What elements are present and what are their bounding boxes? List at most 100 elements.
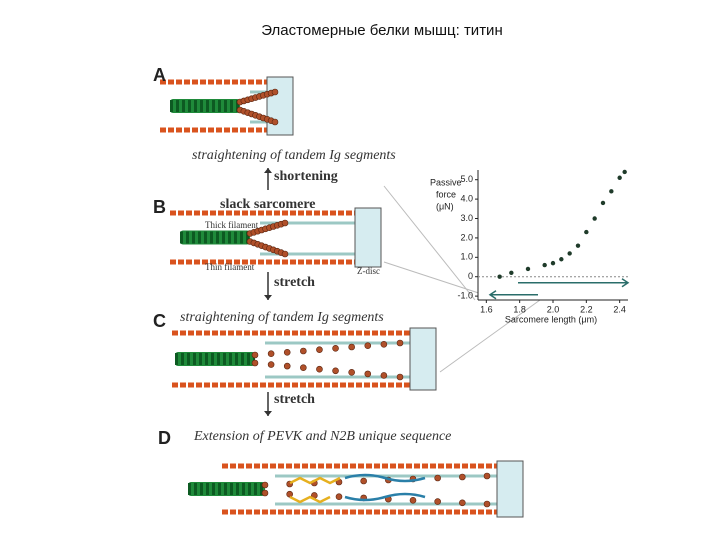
thick-label: Thick filament bbox=[205, 220, 259, 230]
pevk-segment bbox=[289, 476, 341, 485]
callout-line bbox=[439, 299, 541, 373]
arrow-head bbox=[264, 168, 272, 173]
thick-filament bbox=[170, 99, 240, 113]
ig-domain bbox=[380, 341, 388, 348]
ig-domain bbox=[283, 349, 291, 356]
callout-line bbox=[383, 185, 476, 301]
ig-domain bbox=[332, 367, 339, 375]
ig-domain bbox=[300, 347, 307, 355]
zdisc-label: Z-disc bbox=[357, 266, 380, 276]
arrow-label: stretch bbox=[274, 392, 315, 407]
y-tick-label: 1.0 bbox=[460, 252, 473, 262]
ig-domain bbox=[251, 359, 259, 367]
data-point bbox=[600, 200, 606, 206]
slide-title: Эластомерные белки мышц: титин bbox=[261, 22, 502, 39]
panel-caption: straightening of tandem Ig segments bbox=[192, 148, 396, 163]
data-point bbox=[575, 243, 581, 248]
data-point bbox=[584, 229, 589, 235]
ig-domain bbox=[271, 118, 279, 126]
ig-domain bbox=[281, 219, 289, 227]
z-disc bbox=[354, 207, 382, 268]
y-axis-label: (μN) bbox=[436, 201, 454, 211]
ig-domain bbox=[316, 365, 323, 373]
ig-domain bbox=[267, 350, 275, 357]
chart-bg bbox=[478, 170, 628, 300]
ig-domain bbox=[251, 351, 259, 359]
data-point bbox=[567, 251, 572, 256]
panel-letter: A bbox=[153, 65, 166, 85]
data-point bbox=[542, 262, 547, 268]
y-tick-label: 4.0 bbox=[460, 193, 473, 203]
y-axis-label: force bbox=[436, 189, 456, 199]
data-point bbox=[525, 266, 531, 272]
y-tick-label: 5.0 bbox=[460, 174, 473, 184]
ig-domain bbox=[459, 499, 466, 507]
n2b-segment bbox=[344, 492, 426, 502]
x-tick-label: 2.0 bbox=[547, 304, 560, 314]
ig-domain bbox=[409, 497, 417, 504]
panel-caption: straightening of tandem Ig segments bbox=[180, 310, 384, 325]
ig-domain bbox=[261, 489, 269, 497]
pevk-segment bbox=[289, 495, 331, 504]
y-axis-label: Passive bbox=[430, 177, 462, 187]
ig-domain bbox=[483, 500, 491, 508]
ig-domain bbox=[267, 361, 275, 368]
ig-domain bbox=[364, 342, 372, 349]
y-tick-label: 0 bbox=[468, 271, 473, 281]
x-axis-label: Sarcomere length (μm) bbox=[505, 314, 597, 324]
arrow-head bbox=[264, 411, 272, 416]
data-point bbox=[509, 270, 514, 276]
ig-domain bbox=[332, 345, 339, 352]
n2b-segment bbox=[344, 473, 426, 483]
diagram-shapes bbox=[160, 76, 541, 518]
ig-domain bbox=[286, 490, 293, 498]
ig-domain bbox=[316, 346, 323, 353]
x-tick-label: 1.6 bbox=[480, 304, 493, 314]
arrow-label: stretch bbox=[274, 275, 315, 290]
data-point bbox=[559, 257, 564, 262]
x-tick-label: 2.4 bbox=[613, 304, 626, 314]
panel-letter: B bbox=[153, 197, 166, 217]
ig-domain bbox=[483, 472, 491, 480]
ig-domain bbox=[271, 88, 279, 96]
ig-domain bbox=[261, 481, 269, 489]
data-point bbox=[497, 274, 502, 279]
arrow-label: shortening bbox=[274, 169, 338, 184]
ig-domain bbox=[434, 474, 441, 482]
ig-domain bbox=[360, 477, 367, 485]
panel-letter: C bbox=[153, 311, 166, 331]
thin-label: Thin filament bbox=[205, 262, 255, 272]
shorten-arrow bbox=[488, 290, 538, 300]
z-disc bbox=[266, 76, 294, 136]
ig-domain bbox=[348, 343, 355, 351]
y-tick-label: 3.0 bbox=[460, 213, 473, 223]
data-point bbox=[592, 216, 597, 221]
ig-domain bbox=[283, 362, 291, 370]
ig-domain bbox=[459, 473, 466, 481]
data-point bbox=[609, 189, 614, 194]
panel-letter: D bbox=[158, 428, 171, 448]
thick-filament bbox=[180, 230, 250, 245]
panel-caption: Extension of PEVK and N2B unique sequenc… bbox=[193, 429, 451, 444]
ig-domain bbox=[434, 498, 441, 505]
ig-domain bbox=[364, 370, 372, 378]
arrow-head bbox=[264, 295, 272, 300]
stretch-arrow bbox=[518, 278, 630, 288]
ig-domain bbox=[348, 369, 355, 376]
ig-domain bbox=[281, 250, 289, 258]
z-disc bbox=[496, 460, 524, 518]
ig-domain bbox=[335, 493, 343, 500]
x-tick-label: 2.2 bbox=[580, 304, 593, 314]
ig-domain bbox=[396, 373, 404, 381]
panel-caption: slack sarcomere bbox=[220, 197, 316, 212]
ig-domain bbox=[396, 339, 404, 347]
y-tick-label: 2.0 bbox=[460, 232, 473, 242]
data-point bbox=[617, 175, 622, 180]
data-point bbox=[622, 169, 627, 175]
z-disc bbox=[409, 327, 437, 391]
y-tick-label: -1.0 bbox=[457, 290, 473, 300]
data-point bbox=[550, 260, 556, 266]
ig-domain bbox=[380, 372, 388, 379]
x-tick-label: 1.8 bbox=[513, 304, 526, 314]
